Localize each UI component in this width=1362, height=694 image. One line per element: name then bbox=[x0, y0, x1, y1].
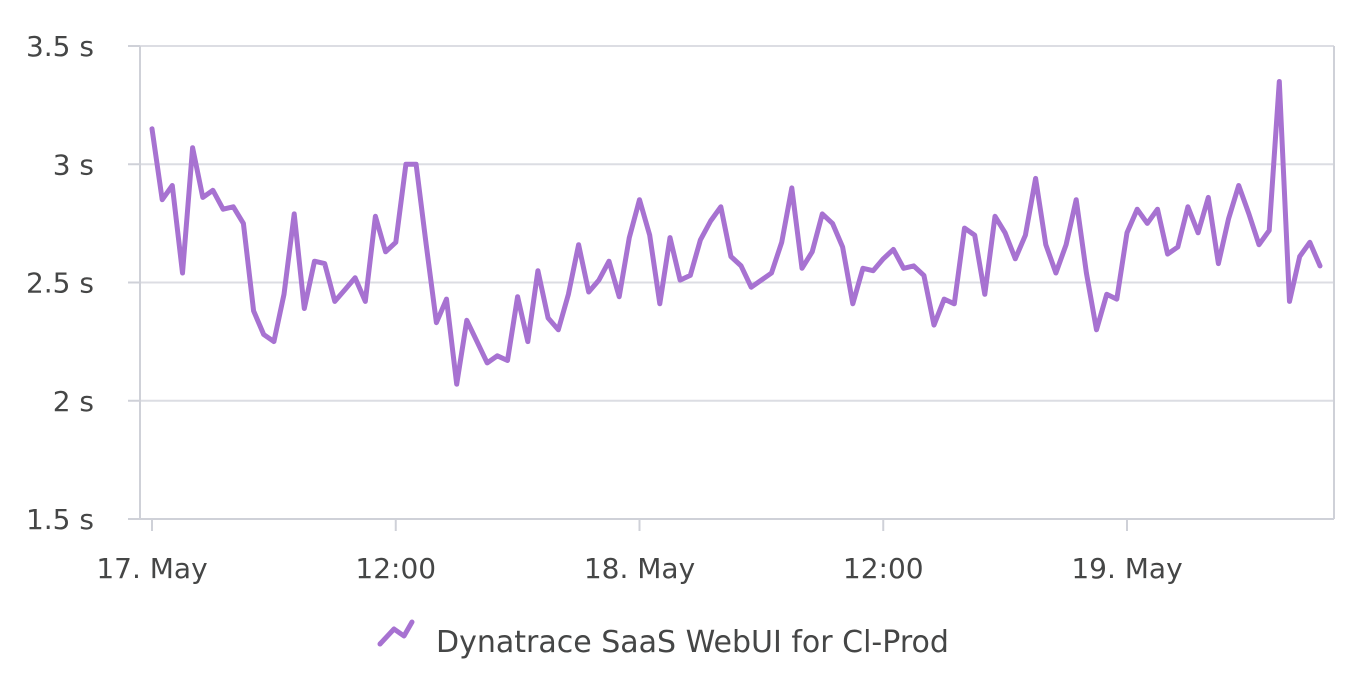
y-tick-label: 2.5 s bbox=[26, 267, 94, 300]
y-tick-label: 1.5 s bbox=[26, 503, 94, 536]
grid bbox=[140, 45, 1334, 520]
legend-series-label[interactable]: Dynatrace SaaS WebUI for Cl-Prod bbox=[436, 625, 949, 660]
x-tick-label: 17. May bbox=[96, 552, 207, 585]
axes: 1.5 s 2 s 2.5 s 3 s 3.5 s 17. May 12:00 18. May… bbox=[26, 30, 1335, 585]
series-line[interactable] bbox=[149, 79, 1323, 387]
x-tick-label: 19. May bbox=[1071, 552, 1182, 585]
x-tick-label: 12:00 bbox=[355, 552, 436, 585]
x-tick-label: 12:00 bbox=[843, 552, 924, 585]
legend-line-icon bbox=[377, 619, 415, 647]
legend[interactable]: Dynatrace SaaS WebUI for Cl-Prod bbox=[377, 619, 949, 660]
y-tick-label: 2 s bbox=[53, 385, 94, 418]
series bbox=[149, 79, 1323, 387]
x-tick-label: 18. May bbox=[584, 552, 695, 585]
y-tick-label: 3.5 s bbox=[26, 30, 94, 63]
y-tick-label: 3 s bbox=[53, 148, 94, 181]
